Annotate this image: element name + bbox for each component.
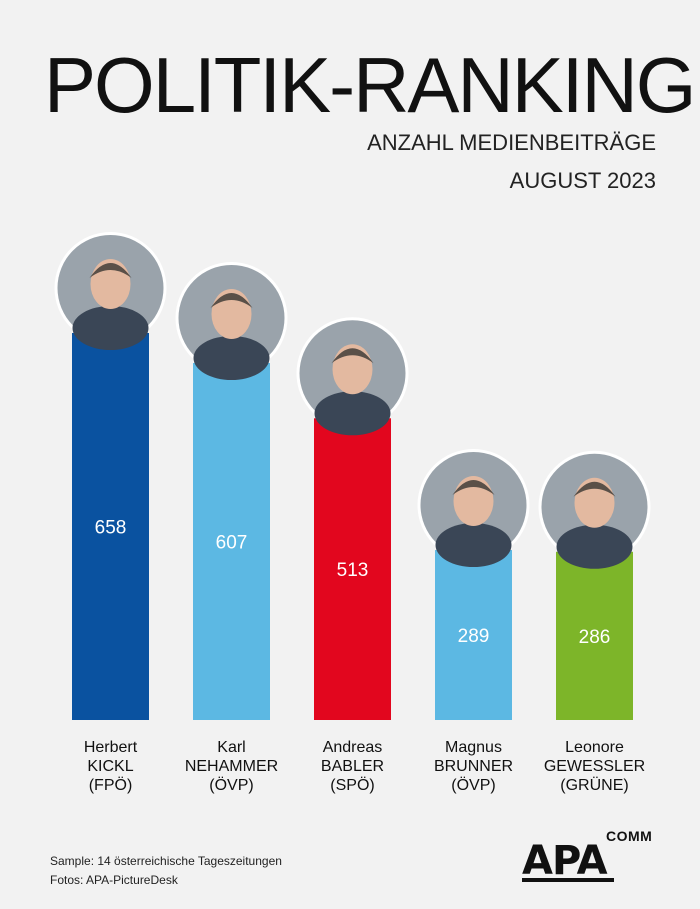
portrait-hair	[452, 480, 495, 496]
portrait-hair	[331, 348, 374, 364]
footer-photos: Fotos: APA-PictureDesk	[50, 873, 178, 887]
logo-comm-text: COMM	[606, 828, 653, 844]
category-label: (ÖVP)	[451, 776, 495, 794]
bar	[314, 418, 391, 720]
bar	[556, 551, 633, 720]
category-label: Leonore	[565, 739, 624, 756]
category-label: Magnus	[445, 739, 502, 756]
portrait-photo	[175, 261, 288, 380]
category-label: BRUNNER	[434, 758, 513, 775]
portrait-photo	[538, 450, 651, 569]
category-label: Karl	[217, 739, 245, 756]
chart-date: AUGUST 2023	[509, 168, 656, 193]
bar	[72, 333, 149, 720]
category-label: (GRÜNE)	[560, 776, 628, 794]
portrait-shoulders	[314, 391, 391, 436]
portrait-photo	[54, 232, 167, 350]
footer-notes: Sample: 14 österreichische Tageszeitunge…	[50, 852, 282, 890]
category-label: GEWESSLER	[544, 758, 645, 775]
portrait-shoulders	[72, 306, 149, 350]
category-label: Andreas	[323, 739, 383, 756]
footer-sample: Sample: 14 österreichische Tageszeitunge…	[50, 854, 282, 868]
logo-underline	[522, 878, 614, 882]
category-label: KICKL	[87, 758, 133, 775]
portrait-shoulders	[435, 523, 512, 568]
chart-title: POLITIK-RANKING	[44, 41, 696, 129]
category-label: BABLER	[321, 758, 384, 775]
category-label: (SPÖ)	[330, 776, 374, 794]
portrait-hair	[89, 263, 132, 278]
portrait-photo	[296, 317, 409, 436]
bar-value-label: 513	[337, 560, 369, 581]
portrait-shoulders	[193, 335, 270, 380]
bar	[193, 362, 270, 720]
apa-logo: APA	[522, 838, 608, 884]
portrait-hair	[210, 292, 253, 308]
bar-value-label: 607	[216, 532, 248, 553]
bar-value-label: 286	[579, 627, 611, 648]
portrait-shoulders	[556, 524, 633, 569]
category-label: (ÖVP)	[209, 776, 253, 794]
bar	[435, 550, 512, 720]
category-label: NEHAMMER	[185, 758, 278, 775]
category-label: (FPÖ)	[89, 776, 133, 794]
bar-value-label: 658	[95, 518, 127, 539]
category-label: Herbert	[84, 739, 138, 756]
portrait-photo	[417, 449, 530, 568]
portrait-hair	[573, 481, 616, 497]
chart-subtitle: ANZAHL MEDIENBEITRÄGE	[367, 130, 656, 155]
bar-value-label: 289	[458, 626, 490, 647]
